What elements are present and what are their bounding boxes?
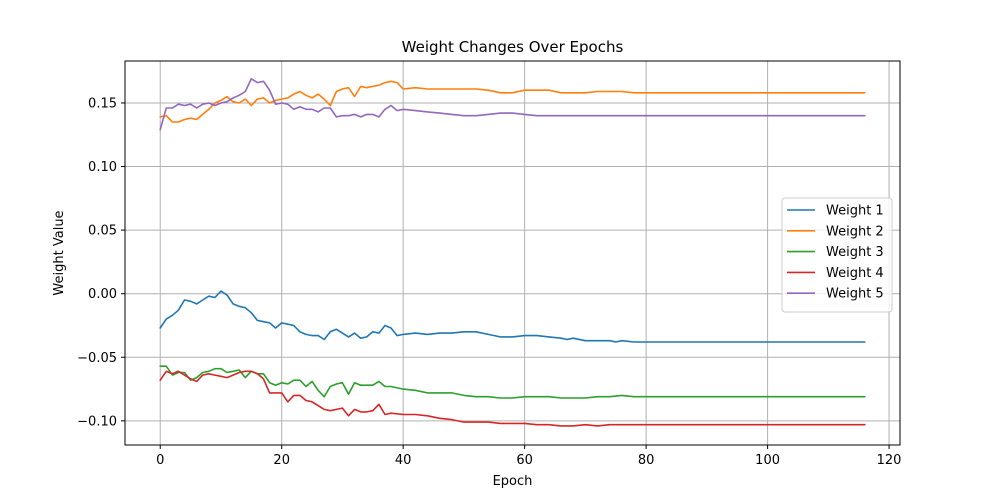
x-tick-label: 20 xyxy=(273,453,290,468)
x-tick-label: 120 xyxy=(877,453,902,468)
legend-label-weight-5: Weight 5 xyxy=(826,287,884,302)
plot-area xyxy=(125,61,900,445)
x-tick-label: 60 xyxy=(516,453,533,468)
x-tick-label: 100 xyxy=(755,453,780,468)
y-axis-label: Weight Value xyxy=(52,210,67,295)
legend-label-weight-1: Weight 1 xyxy=(826,204,884,219)
series-line-weight-1 xyxy=(159,290,866,343)
x-tick-label: 80 xyxy=(638,453,655,468)
series-line-weight-5 xyxy=(159,78,866,131)
series-line-weight-2 xyxy=(159,80,866,123)
y-tick-label: 0.15 xyxy=(88,96,117,111)
axes-frame xyxy=(124,60,901,446)
chart-title: Weight Changes Over Epochs xyxy=(402,38,624,56)
x-tick-label: 0 xyxy=(156,453,164,468)
series-line-weight-4 xyxy=(159,370,866,427)
legend: Weight 1 Weight 2 Weight 3 Weight 4 Weight 5 xyxy=(781,197,893,313)
legend-label-weight-2: Weight 2 xyxy=(826,224,884,239)
y-tick-label: 0.00 xyxy=(88,287,117,302)
series-line-weight-3 xyxy=(159,365,866,399)
y-tick-label: −0.10 xyxy=(77,414,117,429)
y-tick-label: −0.05 xyxy=(77,351,117,366)
series-layer xyxy=(159,78,866,427)
legend-label-weight-4: Weight 4 xyxy=(826,266,884,281)
x-tick-label: 40 xyxy=(395,453,412,468)
x-axis-label: Epoch xyxy=(493,474,533,489)
y-axis-ticks: −0.10 −0.05 0.00 0.05 0.10 0.15 xyxy=(77,96,125,429)
y-tick-label: 0.10 xyxy=(88,160,117,175)
legend-box xyxy=(781,197,893,313)
y-tick-label: 0.05 xyxy=(88,224,117,239)
legend-label-weight-3: Weight 3 xyxy=(826,245,884,260)
x-axis-ticks: 0 20 40 60 80 100 120 xyxy=(156,445,901,468)
